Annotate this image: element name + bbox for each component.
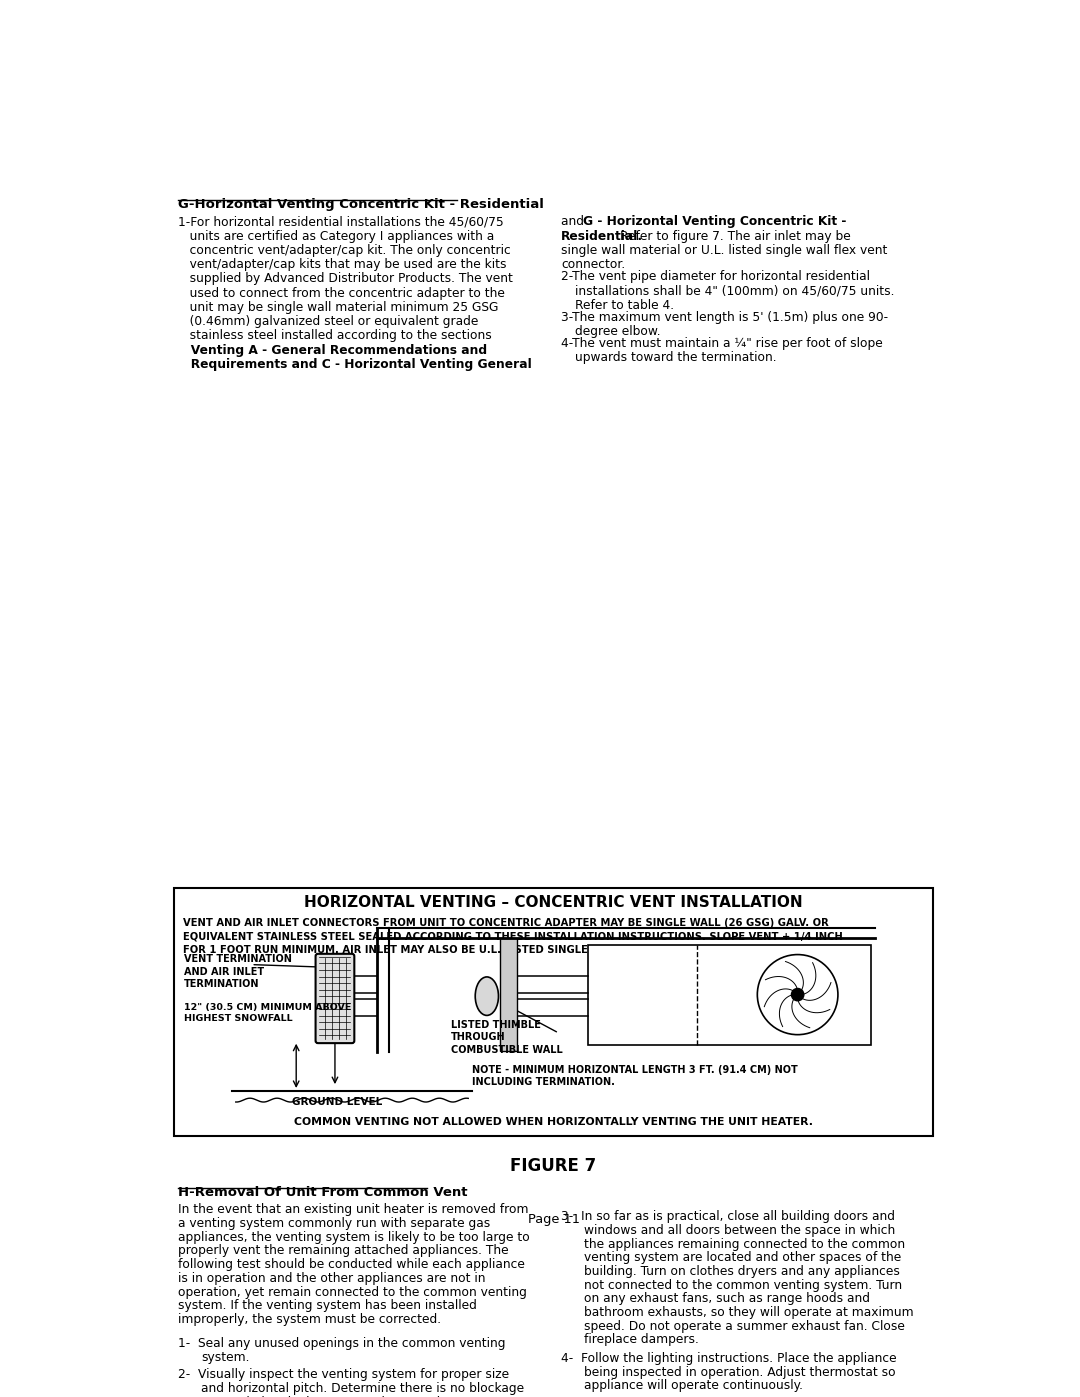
Text: connector.: connector. [562, 258, 625, 271]
Text: 1-  Seal any unused openings in the common venting: 1- Seal any unused openings in the commo… [177, 1337, 505, 1351]
Text: VENT TERMINATION
AND AIR INLET
TERMINATION: VENT TERMINATION AND AIR INLET TERMINATI… [184, 954, 292, 989]
Text: properly vent the remaining attached appliances. The: properly vent the remaining attached app… [177, 1245, 509, 1257]
Circle shape [792, 989, 804, 1000]
Text: being inspected in operation. Adjust thermostat so: being inspected in operation. Adjust the… [584, 1366, 896, 1379]
Text: unit may be single wall material minimum 25 GSG: unit may be single wall material minimum… [177, 300, 498, 314]
Text: and: and [562, 215, 589, 228]
Text: In the event that an existing unit heater is removed from: In the event that an existing unit heate… [177, 1203, 528, 1217]
Bar [500, 939, 517, 1051]
Text: appliance will operate continuously.: appliance will operate continuously. [584, 1379, 804, 1393]
Text: Page 11: Page 11 [527, 1214, 580, 1227]
Text: 2-The vent pipe diameter for horizontal residential: 2-The vent pipe diameter for horizontal … [562, 270, 870, 284]
Text: 3-The maximum vent length is 5' (1.5m) plus one 90-: 3-The maximum vent length is 5' (1.5m) p… [562, 310, 889, 324]
Text: G - Horizontal Venting Concentric Kit -: G - Horizontal Venting Concentric Kit - [583, 215, 847, 228]
Text: FIGURE 7: FIGURE 7 [511, 1157, 596, 1175]
Bar [589, 944, 872, 1045]
Text: and horizontal pitch. Determine there is no blockage: and horizontal pitch. Determine there is… [201, 1382, 524, 1396]
Text: used to connect from the concentric adapter to the: used to connect from the concentric adap… [177, 286, 504, 299]
Text: 1-For horizontal residential installations the 45/60/75: 1-For horizontal residential installatio… [177, 215, 503, 228]
Text: 2-  Visually inspect the venting system for proper size: 2- Visually inspect the venting system f… [177, 1368, 509, 1382]
Text: vent/adapter/cap kits that may be used are the kits: vent/adapter/cap kits that may be used a… [177, 258, 507, 271]
Text: degree elbow.: degree elbow. [576, 326, 661, 338]
Text: Refer to figure 7. The air inlet may be: Refer to figure 7. The air inlet may be [620, 229, 851, 243]
Text: single wall material or U.L. listed single wall flex vent: single wall material or U.L. listed sing… [562, 244, 888, 257]
Text: windows and all doors between the space in which: windows and all doors between the space … [584, 1224, 895, 1236]
FancyBboxPatch shape [315, 954, 354, 1044]
Text: venting system are located and other spaces of the: venting system are located and other spa… [584, 1252, 902, 1264]
Text: Requirements and C - Horizontal Venting General: Requirements and C - Horizontal Venting … [177, 358, 531, 370]
Circle shape [757, 954, 838, 1035]
Text: COMMON VENTING NOT ALLOWED WHEN HORIZONTALLY VENTING THE UNIT HEATER.: COMMON VENTING NOT ALLOWED WHEN HORIZONT… [294, 1118, 813, 1127]
Text: the appliances remaining connected to the common: the appliances remaining connected to th… [584, 1238, 906, 1250]
Bar [174, 887, 933, 1136]
Text: H-Removal Of Unit From Common Vent: H-Removal Of Unit From Common Vent [177, 1186, 468, 1200]
Text: stainless steel installed according to the sections: stainless steel installed according to t… [177, 330, 491, 342]
Text: Venting A - General Recommendations and: Venting A - General Recommendations and [177, 344, 487, 356]
Text: supplied by Advanced Distributor Products. The vent: supplied by Advanced Distributor Product… [177, 272, 513, 285]
Text: system. If the venting system has been installed: system. If the venting system has been i… [177, 1299, 476, 1312]
Text: installations shall be 4" (100mm) on 45/60/75 units.: installations shall be 4" (100mm) on 45/… [576, 285, 894, 298]
Text: 4-  Follow the lighting instructions. Place the appliance: 4- Follow the lighting instructions. Pla… [562, 1352, 896, 1365]
Text: EQUIVALENT STAINLESS STEEL SEALED ACCORDING TO THESE INSTALLATION INSTRUCTIONS. : EQUIVALENT STAINLESS STEEL SEALED ACCORD… [183, 932, 842, 942]
Text: Refer to table 4.: Refer to table 4. [576, 299, 674, 312]
Text: following test should be conducted while each appliance: following test should be conducted while… [177, 1259, 525, 1271]
Text: 12" (30.5 CM) MINIMUM ABOVE
HIGHEST SNOWFALL: 12" (30.5 CM) MINIMUM ABOVE HIGHEST SNOW… [184, 1003, 351, 1023]
Text: improperly, the system must be corrected.: improperly, the system must be corrected… [177, 1313, 441, 1326]
Text: concentric vent/adapter/cap kit. The only concentric: concentric vent/adapter/cap kit. The onl… [177, 244, 511, 257]
Text: bathroom exhausts, so they will operate at maximum: bathroom exhausts, so they will operate … [584, 1306, 914, 1319]
Text: on any exhaust fans, such as range hoods and: on any exhaust fans, such as range hoods… [584, 1292, 870, 1305]
Text: G-Horizontal Venting Concentric Kit - Residential: G-Horizontal Venting Concentric Kit - Re… [177, 198, 543, 211]
Text: system.: system. [201, 1351, 249, 1363]
Text: HORIZONTAL VENTING – CONCENTRIC VENT INSTALLATION: HORIZONTAL VENTING – CONCENTRIC VENT INS… [305, 895, 802, 911]
Text: upwards toward the termination.: upwards toward the termination. [576, 352, 777, 365]
Text: Residential.: Residential. [562, 229, 644, 243]
Text: 4-The vent must maintain a ¼" rise per foot of slope: 4-The vent must maintain a ¼" rise per f… [562, 337, 883, 351]
Text: is in operation and the other appliances are not in: is in operation and the other appliances… [177, 1271, 485, 1285]
Text: NOTE - MINIMUM HORIZONTAL LENGTH 3 FT. (91.4 CM) NOT
INCLUDING TERMINATION.: NOTE - MINIMUM HORIZONTAL LENGTH 3 FT. (… [472, 1065, 798, 1087]
Text: not connected to the common venting system. Turn: not connected to the common venting syst… [584, 1278, 903, 1292]
Text: VENT AND AIR INLET CONNECTORS FROM UNIT TO CONCENTRIC ADAPTER MAY BE SINGLE WALL: VENT AND AIR INLET CONNECTORS FROM UNIT … [183, 918, 828, 929]
Text: 3-  In so far as is practical, close all building doors and: 3- In so far as is practical, close all … [562, 1210, 895, 1224]
Text: LISTED THIMBLE
THROUGH
COMBUSTIBLE WALL: LISTED THIMBLE THROUGH COMBUSTIBLE WALL [451, 1020, 563, 1055]
Text: units are certified as Category I appliances with a: units are certified as Category I applia… [177, 229, 494, 243]
Text: FOR 1 FOOT RUN MINIMUM. AIR INLET MAY ALSO BE U.L. LISTED SINGLE WALL FLEX VENT : FOR 1 FOOT RUN MINIMUM. AIR INLET MAY AL… [183, 944, 765, 956]
Text: building. Turn on clothes dryers and any appliances: building. Turn on clothes dryers and any… [584, 1264, 901, 1278]
Text: speed. Do not operate a summer exhaust fan. Close: speed. Do not operate a summer exhaust f… [584, 1320, 905, 1333]
Ellipse shape [475, 977, 499, 1016]
Text: a venting system commonly run with separate gas: a venting system commonly run with separ… [177, 1217, 490, 1229]
Text: operation, yet remain connected to the common venting: operation, yet remain connected to the c… [177, 1285, 527, 1299]
Text: appliances, the venting system is likely to be too large to: appliances, the venting system is likely… [177, 1231, 529, 1243]
Text: (0.46mm) galvanized steel or equivalent grade: (0.46mm) galvanized steel or equivalent … [177, 316, 478, 328]
Text: GROUND LEVEL: GROUND LEVEL [292, 1097, 382, 1106]
Text: fireplace dampers.: fireplace dampers. [584, 1334, 700, 1347]
